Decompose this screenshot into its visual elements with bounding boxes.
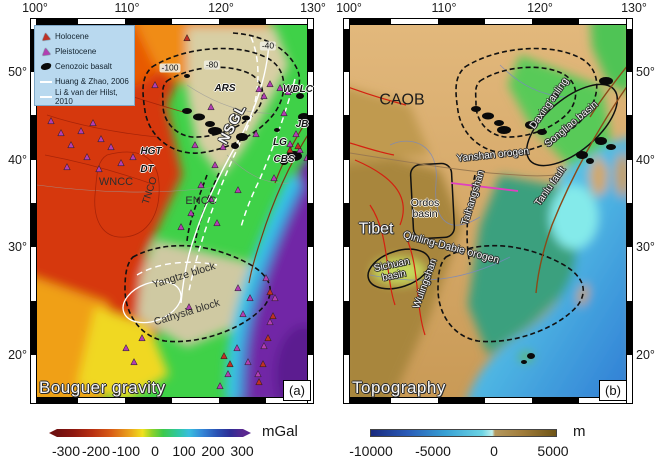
legend-row-li: Li & van der Hilst, 2010 [39, 87, 132, 106]
legend-label: Holocene [55, 32, 89, 41]
lon-tick-label: 120° [208, 1, 234, 15]
frame-bottom [31, 397, 313, 403]
lon-tick-label: 110° [114, 1, 140, 15]
frame-bottom [344, 397, 632, 403]
frame-top [344, 19, 632, 25]
tibet-fault-lines [350, 87, 426, 336]
lon-tick-label: 120° [527, 1, 553, 15]
cenozoic-basalt-patches [182, 74, 309, 165]
colorbar-tick-label: -100 [111, 443, 141, 459]
tanlu-fault-lines [535, 64, 628, 294]
basin-outlines [367, 83, 619, 290]
colorbar-tick-label: 5000 [537, 443, 569, 459]
lon-tick-label: 130° [300, 1, 326, 15]
legend-row-pleistocene: Pleistocene [39, 44, 132, 59]
colorbar-tick-label: -10000 [349, 443, 393, 459]
pleistocene-volcano-icon [39, 47, 52, 56]
lat-tick-label: 30° [8, 240, 27, 254]
province-boundaries [37, 84, 290, 193]
colorbar-tick-label: -5000 [415, 443, 451, 459]
legend-label: Li & van der Hilst, 2010 [55, 87, 118, 106]
legend-row-basalt: Cenozoic basalt [39, 59, 132, 74]
legend-row-holocene: Holocene [39, 29, 132, 44]
topo-colorbar [370, 429, 557, 437]
legend-label: Cenozoic basalt [55, 62, 112, 71]
colorbar-tick-label: 100 [172, 443, 196, 459]
frame-left [31, 19, 37, 403]
panel-topography: CAOB Daxing'anling Songliao basin Yansha… [343, 18, 633, 404]
solid-line-icon [39, 95, 52, 98]
lat-tick-label: 20° [8, 348, 27, 362]
magenta-profile-line [450, 182, 519, 192]
legend-row-huang: Huang & Zhao, 2006 [39, 74, 132, 89]
colorbar-tick-label: -300 [51, 443, 81, 459]
legend-box: Holocene Pleistocene Cenozoic basalt Hua… [34, 25, 135, 106]
lon-tick-label: 130° [621, 1, 647, 15]
dashed-line-icon [39, 80, 52, 83]
lat-tick-label: 40° [8, 153, 27, 167]
lat-tick-label: 20° [636, 348, 655, 362]
colorbar-tick-label: 200 [201, 443, 225, 459]
lat-tick-label: 40° [636, 153, 655, 167]
colorbar-tick-label: 0 [151, 443, 159, 459]
frame-right [626, 19, 632, 403]
suture-line [350, 152, 556, 177]
basalt-patch-icon [39, 63, 52, 70]
dashed-contours [124, 32, 301, 343]
cenozoic-basalt-patches [471, 77, 616, 364]
dashed-contours [437, 47, 598, 343]
legend-label: Pleistocene [55, 47, 97, 56]
lon-tick-label: 100° [336, 1, 362, 15]
colorbar-tick-label: 300 [230, 443, 254, 459]
colorbar-tick-label: -200 [81, 443, 111, 459]
lon-tick-label: 110° [431, 1, 457, 15]
holocene-volcano-icon [39, 32, 52, 41]
frame-left [344, 19, 350, 403]
panel-bouguer-gravity: Holocene Pleistocene Cenozoic basalt Hua… [30, 18, 314, 404]
lat-tick-label: 30° [636, 240, 655, 254]
lat-tick-label: 50° [636, 65, 655, 79]
colorbar-tick-label: 0 [490, 443, 498, 459]
colorbar-unit-label: m [573, 423, 586, 440]
topography-map [350, 25, 628, 399]
legend-label: Huang & Zhao, 2006 [55, 77, 129, 86]
gravity-color-field [37, 25, 309, 399]
lat-tick-label: 50° [8, 65, 27, 79]
gravity-colorbar [49, 429, 251, 437]
colorbar-unit-label: mGal [262, 423, 298, 440]
bouguer-gravity-map [37, 25, 309, 399]
lon-tick-label: 100° [22, 1, 48, 15]
frame-right [307, 19, 313, 403]
frame-top [31, 19, 313, 25]
